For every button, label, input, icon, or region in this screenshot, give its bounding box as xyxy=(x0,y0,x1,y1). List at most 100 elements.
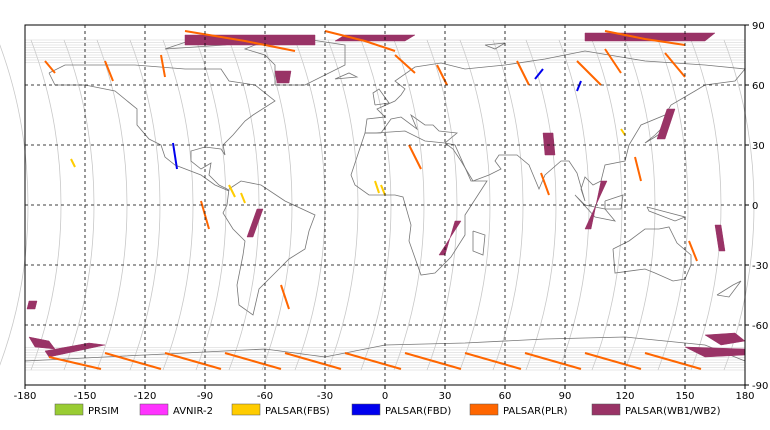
track-palsar-plr- xyxy=(104,60,114,82)
swath-palsar-wb1-wb2- xyxy=(542,132,556,156)
track-palsar-plr- xyxy=(664,52,686,78)
track-palsar-fbd- xyxy=(172,142,178,170)
coastline xyxy=(334,72,359,80)
track-palsar-fbs- xyxy=(228,184,236,198)
legend-item: AVNIR-2 xyxy=(139,403,213,417)
track-palsar-fbd- xyxy=(534,68,544,80)
swath-palsar-wb1-wb2- xyxy=(44,342,106,358)
track-palsar-plr- xyxy=(200,200,210,230)
orbit-track xyxy=(30,39,62,371)
x-axis-ticks: -180 -150 -120 -90 -60 -30 0 30 60 90 120 150 180 xyxy=(14,385,755,402)
track-palsar-fbs- xyxy=(374,180,380,194)
track-palsar-plr- xyxy=(394,54,416,74)
track-palsar-plr- xyxy=(464,352,522,370)
swath-palsar-wb1-wb2- xyxy=(584,32,716,42)
x-tick-label: 120 xyxy=(615,391,634,402)
track-palsar-plr- xyxy=(44,60,56,74)
track-palsar-plr- xyxy=(184,30,296,52)
y-tick-label: -30 xyxy=(752,261,768,272)
legend-swatch xyxy=(139,403,169,416)
graticule xyxy=(25,25,745,385)
x-tick-label: 150 xyxy=(675,391,694,402)
swath-palsar-wb1-wb2- xyxy=(274,70,292,84)
legend-label: PALSAR(FBS) xyxy=(265,406,330,417)
coastline xyxy=(484,42,506,50)
orbit-track xyxy=(162,39,194,371)
orbit-track xyxy=(0,44,29,366)
legend: PRSIM AVNIR-2 PALSAR(FBS) PALSAR(FBD) PALSAR… xyxy=(54,403,721,417)
acquisition-swaths xyxy=(26,30,746,370)
track-palsar-plr- xyxy=(160,54,166,78)
track-palsar-fbd- xyxy=(576,80,582,92)
swath-palsar-wb1-wb2- xyxy=(714,224,726,252)
track-palsar-plr- xyxy=(284,352,342,370)
orbit-track xyxy=(624,39,656,371)
coastline xyxy=(646,206,687,222)
x-tick-label: 90 xyxy=(559,391,572,402)
x-tick-label: -30 xyxy=(317,391,333,402)
legend-item: PALSAR(PLR) xyxy=(469,403,568,417)
coastline xyxy=(48,64,276,192)
swath-palsar-wb1-wb2- xyxy=(656,108,676,140)
legend-label: PALSAR(PLR) xyxy=(503,406,568,417)
x-tick-label: -90 xyxy=(197,391,213,402)
x-tick-label: 0 xyxy=(382,391,388,402)
orbit-track xyxy=(228,39,260,371)
x-tick-label: 180 xyxy=(735,391,754,402)
track-palsar-plr- xyxy=(634,156,642,182)
track-palsar-plr- xyxy=(224,352,282,370)
track-palsar-plr- xyxy=(524,352,582,370)
coastline xyxy=(372,88,390,106)
track-palsar-fbs- xyxy=(620,128,626,136)
legend-label: AVNIR-2 xyxy=(173,406,213,417)
track-palsar-plr- xyxy=(280,284,290,310)
track-palsar-fbs- xyxy=(70,158,76,168)
track-palsar-plr- xyxy=(584,352,642,370)
track-palsar-plr- xyxy=(540,172,550,196)
track-palsar-plr- xyxy=(404,352,462,370)
track-palsar-plr- xyxy=(344,352,402,370)
legend-label: PALSAR(FBD) xyxy=(385,406,451,417)
legend-item: PALSAR(FBS) xyxy=(231,403,330,417)
orbit-track xyxy=(360,39,392,371)
y-tick-label: 90 xyxy=(752,21,765,32)
coastline xyxy=(222,180,316,316)
track-palsar-fbs- xyxy=(380,184,386,196)
track-palsar-plr- xyxy=(408,144,422,170)
y-axis-ticks: 90 60 30 0 -30 -60 -90 xyxy=(745,21,768,392)
y-tick-label: -60 xyxy=(752,321,768,332)
legend-swatch xyxy=(54,403,84,416)
coastline xyxy=(604,194,624,210)
legend-swatch xyxy=(231,403,261,416)
coastline xyxy=(612,226,692,282)
track-palsar-plr- xyxy=(688,240,698,262)
y-tick-label: 0 xyxy=(752,201,758,212)
track-palsar-plr- xyxy=(576,60,602,86)
orbit-track xyxy=(558,39,590,371)
coastline xyxy=(350,130,488,276)
x-tick-label: -120 xyxy=(134,391,157,402)
track-palsar-plr- xyxy=(644,352,702,370)
y-tick-label: 60 xyxy=(752,81,765,92)
legend-item: PALSAR(FBD) xyxy=(351,403,451,417)
coastline xyxy=(574,194,617,222)
track-palsar-plr- xyxy=(164,352,222,370)
y-tick-label: 30 xyxy=(752,141,765,152)
track-palsar-plr- xyxy=(104,352,162,370)
legend-swatch xyxy=(469,403,499,416)
legend-swatch xyxy=(591,403,621,416)
swath-palsar-wb1-wb2- xyxy=(26,300,38,310)
x-tick-label: -150 xyxy=(74,391,97,402)
track-palsar-plr- xyxy=(604,30,686,46)
track-palsar-plr- xyxy=(48,356,102,370)
legend-item: PALSAR(WB1/WB2) xyxy=(591,403,721,417)
legend-label: PALSAR(WB1/WB2) xyxy=(625,406,721,417)
legend-item: PRSIM xyxy=(54,403,119,417)
coastline xyxy=(472,230,486,256)
swath-palsar-wb1-wb2- xyxy=(184,34,316,46)
y-tick-label: -90 xyxy=(752,381,768,392)
orbit-track xyxy=(492,39,524,371)
coastline xyxy=(716,280,742,298)
orbit-track xyxy=(690,39,722,371)
